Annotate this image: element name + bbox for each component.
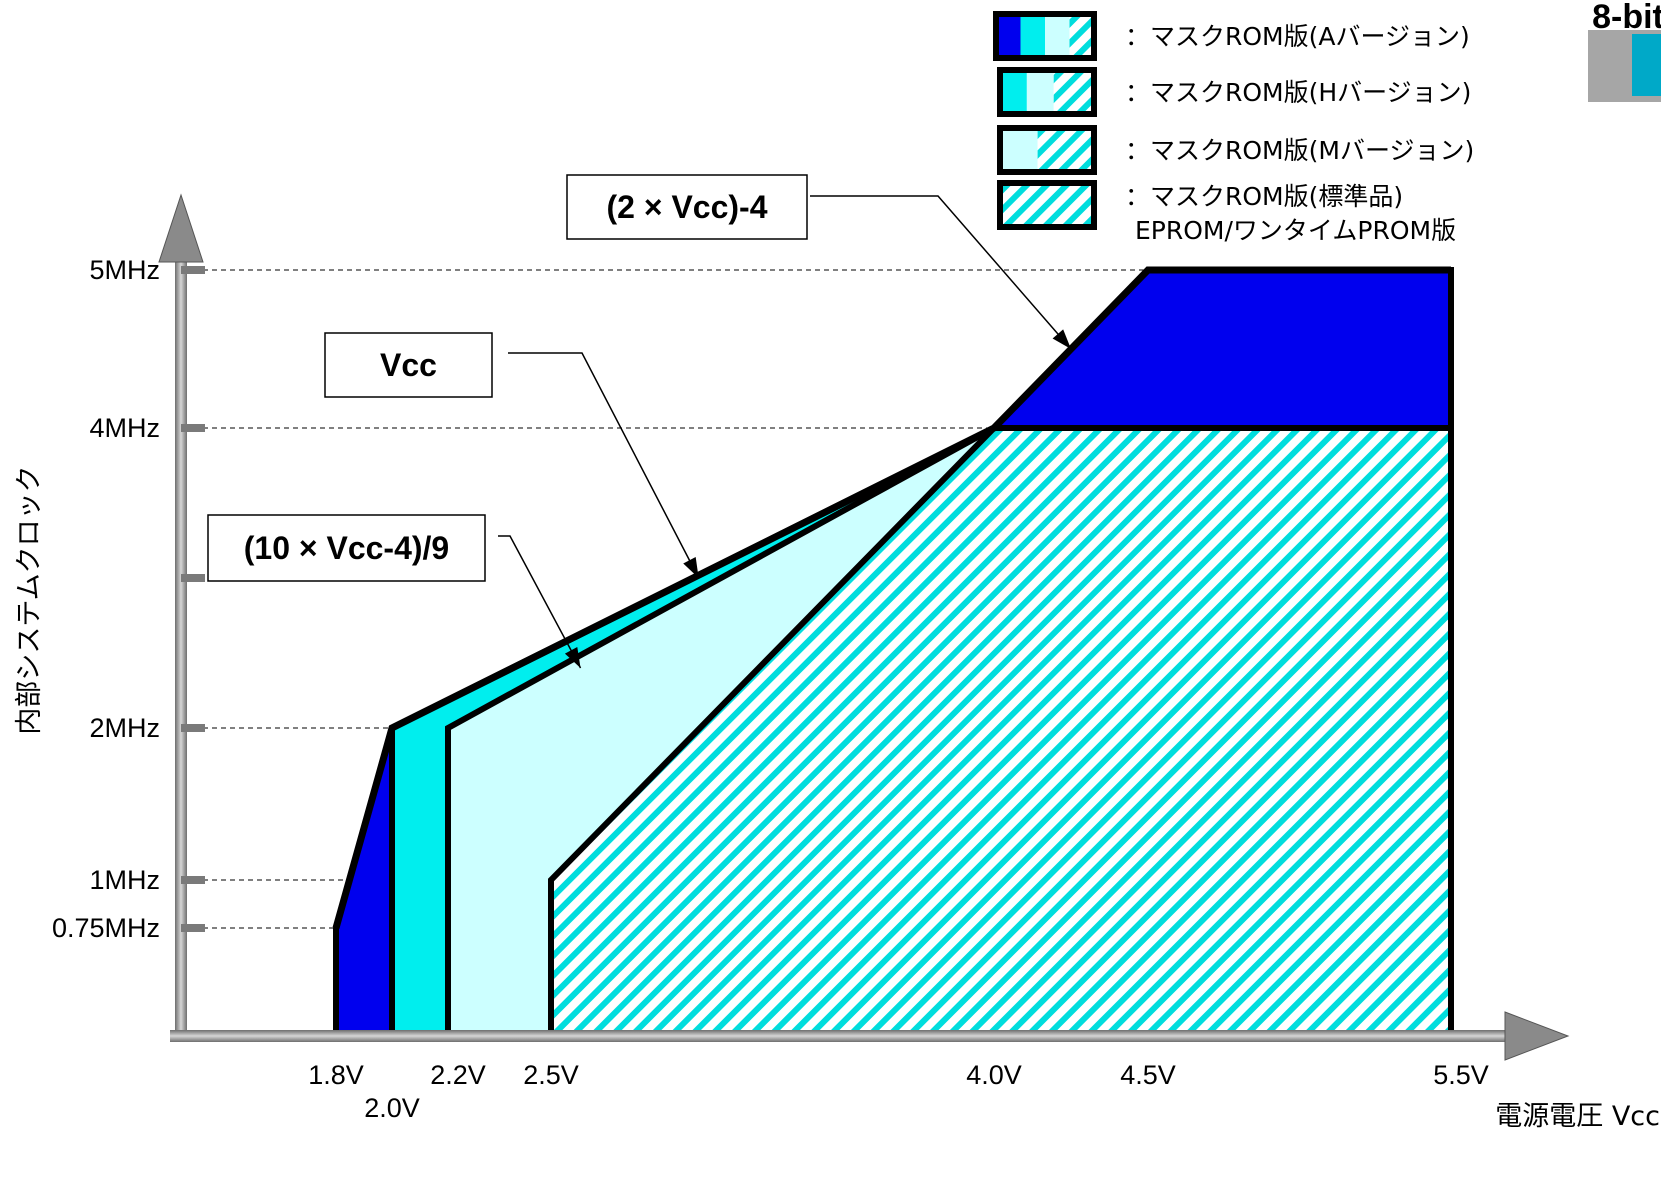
annotation-leader bbox=[810, 195, 1072, 350]
legend-item-2: ：マスクROM版(Hバージョン) bbox=[997, 67, 1471, 117]
y-axis-arrowhead bbox=[158, 193, 204, 263]
annotation-text: (10 × Vcc-4)/9 bbox=[244, 530, 449, 566]
y-tick-label-4: 4MHz bbox=[89, 413, 160, 443]
y-tick-mark-2 bbox=[181, 724, 205, 732]
y-tick-labels: 0.75MHz 1MHz 2MHz 4MHz 5MHz bbox=[52, 255, 205, 943]
annotation-1: (2 × Vcc)-4 bbox=[566, 174, 1072, 350]
legend-swatch-part bbox=[1020, 14, 1045, 58]
legend-label-line2: EPROM/ワンタイムPROM版 bbox=[1135, 216, 1456, 245]
x-tick-label-2_5: 2.5V bbox=[523, 1060, 579, 1090]
legend-swatch-part bbox=[1026, 70, 1054, 114]
y-tick-label-1: 1MHz bbox=[89, 865, 160, 895]
x-tick-label-4: 4.0V bbox=[966, 1060, 1022, 1090]
y-tick-mark-0_75 bbox=[181, 924, 205, 932]
legend-swatch-part bbox=[1000, 128, 1038, 172]
legend-swatch-frame bbox=[997, 67, 1097, 117]
x-tick-label-2: 2.0V bbox=[364, 1093, 420, 1123]
legend-swatch-frame bbox=[997, 180, 1097, 230]
annotation-leader bbox=[508, 352, 700, 579]
legend-swatch-part bbox=[1069, 14, 1094, 58]
annotation-text: (2 × Vcc)-4 bbox=[607, 189, 768, 225]
legend-swatch-part bbox=[1000, 70, 1027, 114]
annotation-3: (10 × Vcc-4)/9 bbox=[207, 514, 582, 669]
x-tick-labels: 1.8V2.0V 2.2V 2.5V 4.0V 4.5V 5.5V bbox=[308, 1060, 1489, 1123]
y-axis-title: 内部システムクロック bbox=[14, 465, 45, 734]
y-tick-mark-3 bbox=[181, 574, 205, 582]
x-tick-label-4_5: 4.5V bbox=[1120, 1060, 1176, 1090]
legend-label: ：マスクROM版(Hバージョン) bbox=[1125, 78, 1471, 107]
formula-annotations: (2 × Vcc)-4 Vcc (10 × Vcc-4)/9 bbox=[207, 174, 1072, 669]
legend-swatch-part bbox=[996, 14, 1021, 58]
y-axis-shaft bbox=[175, 250, 187, 1040]
y-tick-mark-4 bbox=[181, 424, 205, 432]
plot-areas bbox=[333, 267, 1454, 1038]
legend-swatch-frame bbox=[997, 125, 1097, 175]
annotation-text: Vcc bbox=[380, 347, 437, 383]
legend-swatch-part bbox=[1045, 14, 1070, 58]
annotation-box bbox=[207, 514, 486, 582]
logo: 8-bit bbox=[1588, 0, 1661, 102]
x-tick-label-1_8: 1.8V bbox=[308, 1060, 364, 1090]
x-axis-title: 電源電圧 Vcc bbox=[1495, 1101, 1660, 1132]
annotation-arrowhead bbox=[1052, 329, 1071, 349]
legend-swatch-frame bbox=[993, 11, 1097, 61]
annotation-box bbox=[324, 332, 493, 398]
y-tick-label-5: 5MHz bbox=[89, 255, 160, 285]
annotation-box bbox=[566, 174, 808, 240]
y-tick-mark-5 bbox=[181, 266, 205, 274]
annotation-leader bbox=[498, 535, 582, 669]
legend-swatch-part bbox=[1037, 128, 1094, 172]
legend-label: ：マスクROM版(標準品) bbox=[1125, 182, 1403, 211]
annotation-arrowhead bbox=[564, 647, 581, 668]
x-axis-arrowhead bbox=[1504, 1011, 1570, 1061]
y-tick-label-0_75: 0.75MHz bbox=[52, 913, 160, 943]
y-tick-mark-1 bbox=[181, 876, 205, 884]
logo-letter-mark bbox=[1632, 34, 1661, 96]
logo-text: 8-bit bbox=[1592, 0, 1661, 36]
legend-item-3: ：マスクROM版(Mバージョン) bbox=[997, 125, 1474, 175]
legend-swatch-part bbox=[1000, 183, 1094, 227]
region-outlines bbox=[332, 266, 1451, 929]
axes bbox=[158, 193, 1570, 1061]
x-axis-shaft bbox=[170, 1030, 1520, 1042]
x-tick-label-2_2: 2.2V bbox=[430, 1060, 486, 1090]
legend-item-1: ：マスクROM版(Aバージョン) bbox=[993, 11, 1470, 61]
annotation-arrowhead bbox=[683, 557, 699, 578]
legend-label: ：マスクROM版(Mバージョン) bbox=[1125, 136, 1474, 165]
y-tick-label-2: 2MHz bbox=[89, 713, 160, 743]
x-tick-label-5_5: 5.5V bbox=[1433, 1060, 1489, 1090]
legend-swatch-part bbox=[1053, 70, 1094, 114]
legend-label: ：マスクROM版(Aバージョン) bbox=[1125, 22, 1470, 51]
legend: ：マスクROM版(Aバージョン) ：マスクROM版(Hバージョン) ：マスクROM版… bbox=[993, 11, 1474, 245]
legend-item-4: ：マスクROM版(標準品) EPROM/ワンタイムPROM版 bbox=[997, 180, 1456, 245]
annotation-2: Vcc bbox=[324, 332, 700, 579]
